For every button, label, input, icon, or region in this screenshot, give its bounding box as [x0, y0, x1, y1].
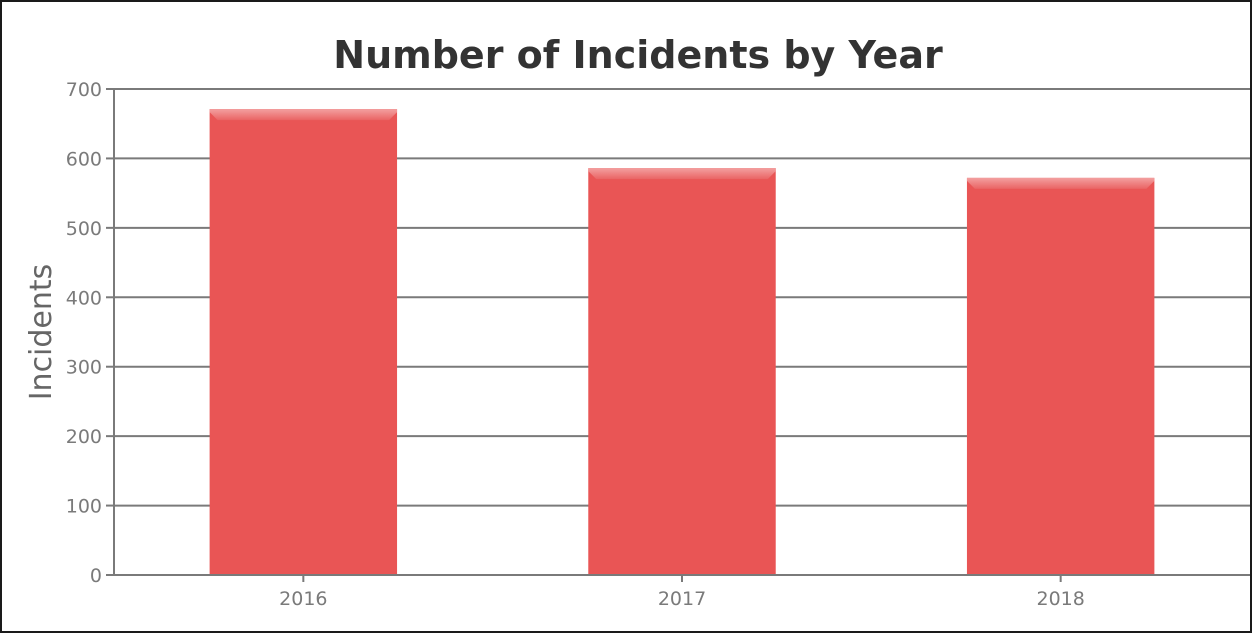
bars: [209, 109, 1155, 576]
y-tick-label: 100: [66, 496, 102, 518]
bar-2016: [209, 109, 398, 576]
chart-title: Number of Incidents by Year: [333, 33, 943, 77]
axes: [106, 88, 1250, 582]
x-tick-label-2017: 2017: [658, 588, 706, 610]
y-axis-label: Incidents: [24, 264, 59, 401]
y-tick-label: 600: [66, 148, 102, 170]
y-tick-label: 700: [66, 79, 102, 101]
bar-2017: [588, 168, 776, 576]
x-tick-label-2018: 2018: [1036, 588, 1084, 610]
tick-labels: 0 100 200 300 400 500 600 700 2016 2017 2018: [66, 79, 1085, 610]
bar-highlight-2018: [966, 177, 1155, 189]
x-tick-label-2016: 2016: [279, 588, 327, 610]
y-tick-label: 300: [66, 357, 102, 379]
bar-highlight-2017: [588, 168, 776, 180]
bar-2018: [966, 177, 1155, 575]
bar-highlight-2016: [209, 109, 398, 121]
y-tick-label: 0: [90, 565, 102, 587]
y-tick-label: 500: [66, 218, 102, 240]
y-tick-label: 200: [66, 426, 102, 448]
y-tick-label: 400: [66, 287, 102, 309]
